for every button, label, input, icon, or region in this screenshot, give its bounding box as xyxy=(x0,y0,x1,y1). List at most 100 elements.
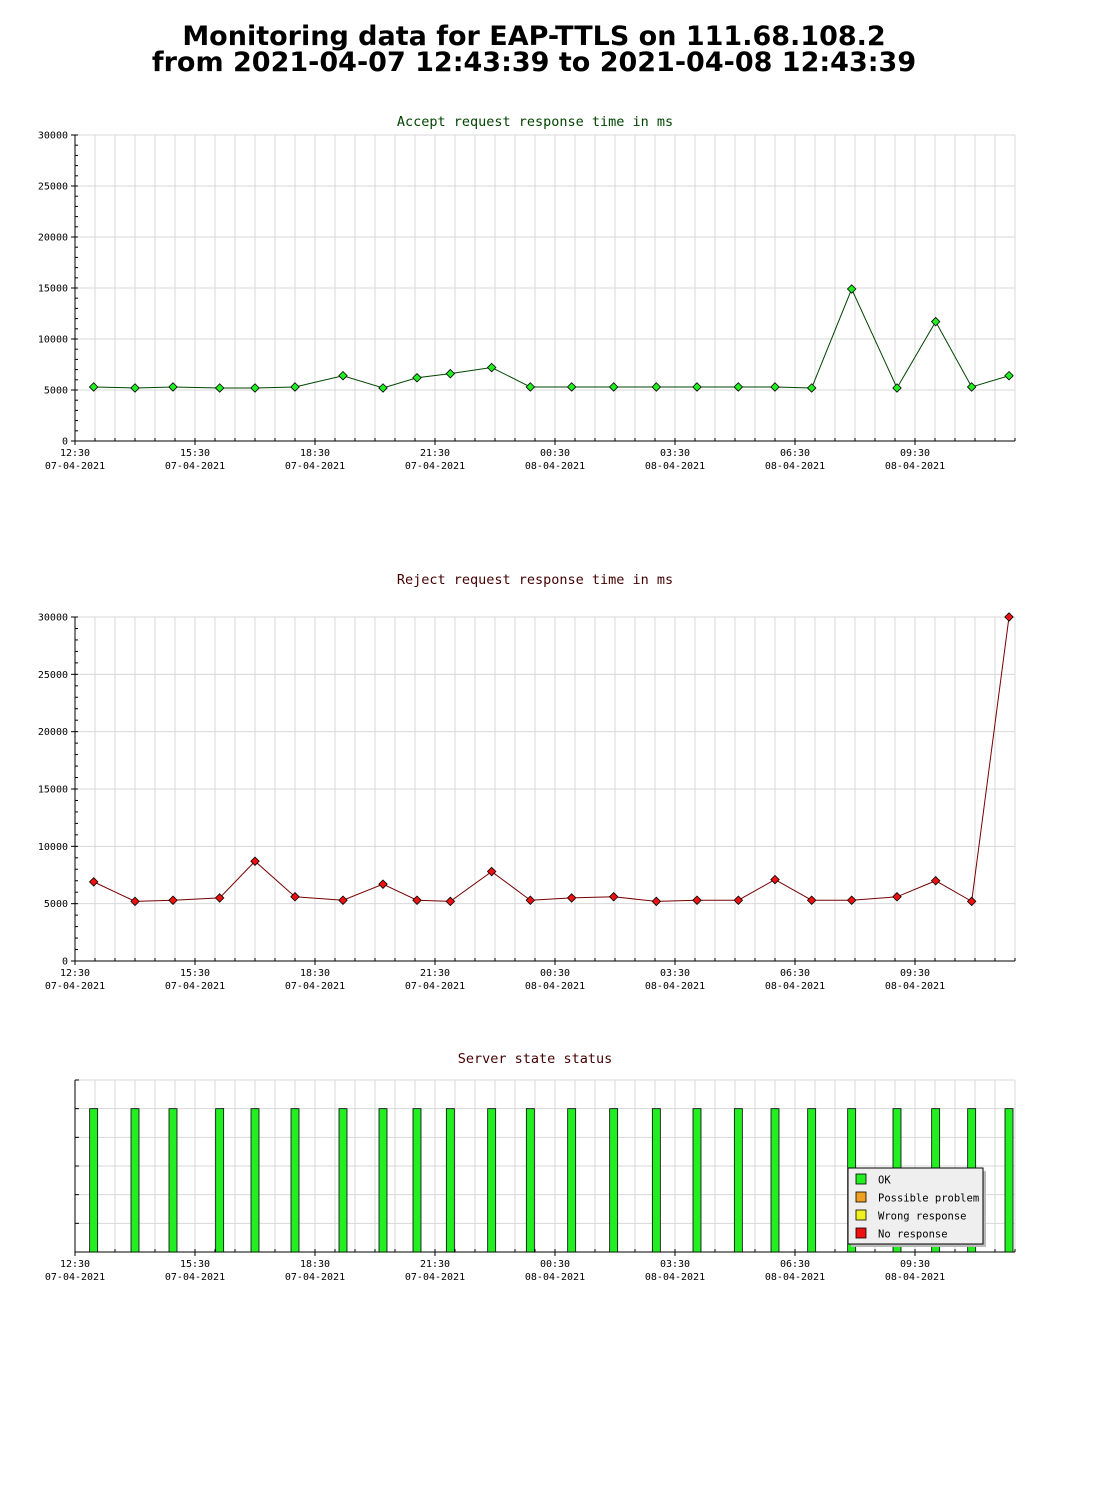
legend-box xyxy=(847,1167,984,1245)
data-point xyxy=(412,895,422,905)
x-tick-label-date: 07-04-2021 xyxy=(165,1272,225,1283)
data-point xyxy=(608,382,619,392)
x-tick-label-time: 03:30 xyxy=(660,968,690,979)
status-bar xyxy=(130,1108,140,1253)
legend-swatch xyxy=(855,1209,867,1221)
x-tick-label-time: 00:30 xyxy=(540,448,570,459)
y-tick-label: 20000 xyxy=(38,233,68,244)
x-tick-label-date: 07-04-2021 xyxy=(285,981,345,992)
x-tick-label-date: 08-04-2021 xyxy=(885,461,945,472)
x-tick-label-time: 12:30 xyxy=(60,968,90,979)
status-bar xyxy=(487,1108,497,1253)
data-point xyxy=(733,895,744,905)
data-point xyxy=(930,316,941,327)
status-bar xyxy=(525,1108,535,1253)
page-title: Monitoring data for EAP-TTLS on 111.68.1… xyxy=(0,23,1068,76)
x-tick-label-time: 00:30 xyxy=(540,968,570,979)
x-tick-label-time: 09:30 xyxy=(900,968,930,979)
status-bar xyxy=(692,1108,702,1253)
chart-title: Reject request response time in ms xyxy=(397,572,673,588)
x-tick-label-date: 08-04-2021 xyxy=(885,981,945,992)
series-line xyxy=(93,287,1010,390)
chart-title: Server state status xyxy=(458,1051,612,1067)
data-point xyxy=(250,383,260,393)
x-tick-label-date: 08-04-2021 xyxy=(645,981,705,992)
x-tick-label-date: 07-04-2021 xyxy=(45,1272,105,1283)
x-tick-label-date: 08-04-2021 xyxy=(525,461,585,472)
x-tick-label-date: 08-04-2021 xyxy=(885,1272,945,1283)
x-tick-label-time: 21:30 xyxy=(420,968,450,979)
data-point xyxy=(130,383,140,393)
status-bar xyxy=(807,1108,817,1253)
x-tick-label-date: 07-04-2021 xyxy=(165,981,225,992)
data-point xyxy=(525,895,536,905)
data-point xyxy=(806,895,817,905)
x-tick-label-date: 08-04-2021 xyxy=(525,981,585,992)
x-tick-label-time: 09:30 xyxy=(900,1259,930,1270)
data-point xyxy=(846,284,857,294)
status-bar xyxy=(567,1108,577,1253)
x-tick-label-date: 08-04-2021 xyxy=(645,461,705,472)
x-tick-label-time: 03:30 xyxy=(660,448,690,459)
y-tick-label: 5000 xyxy=(44,899,68,910)
y-tick-label: 10000 xyxy=(38,842,68,853)
x-tick-label-time: 12:30 xyxy=(60,1259,90,1270)
status-bar xyxy=(770,1108,780,1253)
x-tick-label-date: 07-04-2021 xyxy=(165,461,225,472)
data-point xyxy=(966,382,977,392)
y-tick-label: 5000 xyxy=(44,386,68,397)
data-point xyxy=(770,382,780,392)
data-point xyxy=(168,895,178,905)
data-point xyxy=(608,892,619,902)
data-point xyxy=(892,892,902,902)
x-tick-label-date: 08-04-2021 xyxy=(525,1272,585,1283)
data-point xyxy=(566,382,577,392)
x-tick-label-date: 07-04-2021 xyxy=(285,461,345,472)
y-tick-label: 15000 xyxy=(38,785,68,796)
data-point xyxy=(1004,370,1014,381)
status-bar xyxy=(733,1108,743,1253)
data-point xyxy=(214,383,225,393)
legend-swatch xyxy=(855,1227,867,1239)
x-tick-label-time: 06:30 xyxy=(780,968,810,979)
legend-swatch xyxy=(855,1191,867,1203)
x-tick-label-date: 07-04-2021 xyxy=(405,1272,465,1283)
status-bar xyxy=(1004,1108,1014,1253)
x-tick-label-time: 15:30 xyxy=(180,1259,210,1270)
data-point xyxy=(892,383,902,393)
data-point xyxy=(168,382,178,392)
y-tick-label: 30000 xyxy=(38,613,68,624)
legend-label: OK xyxy=(878,1175,891,1187)
data-point xyxy=(966,896,977,907)
x-tick-label-time: 18:30 xyxy=(300,1259,330,1270)
x-tick-label-time: 09:30 xyxy=(900,448,930,459)
x-tick-label-time: 00:30 xyxy=(540,1259,570,1270)
reject-response-chart: Reject request response time in ms 12:30 0… xyxy=(38,572,1016,992)
status-bar xyxy=(651,1108,661,1253)
status-bar xyxy=(290,1108,300,1253)
status-bar xyxy=(168,1108,178,1253)
y-tick-label: 30000 xyxy=(38,131,68,142)
data-point xyxy=(651,896,662,907)
status-bar xyxy=(412,1108,422,1253)
legend-label: Wrong response xyxy=(878,1211,967,1223)
data-point xyxy=(88,877,99,887)
legend-swatch xyxy=(855,1173,867,1185)
data-point xyxy=(566,893,577,903)
data-point xyxy=(486,866,497,877)
status-bar xyxy=(250,1108,260,1253)
x-tick-label-date: 07-04-2021 xyxy=(45,981,105,992)
x-tick-label-time: 18:30 xyxy=(300,448,330,459)
chart-title: Accept request response time in ms xyxy=(397,114,673,130)
status-bar xyxy=(215,1108,225,1253)
x-tick-label-date: 07-04-2021 xyxy=(405,981,465,992)
data-point xyxy=(806,383,817,393)
status-bar xyxy=(378,1108,388,1253)
data-point xyxy=(930,875,941,886)
data-point xyxy=(1004,612,1014,622)
data-point xyxy=(445,368,456,379)
data-point xyxy=(486,362,497,373)
data-point xyxy=(651,382,662,392)
series-line xyxy=(93,616,1010,903)
